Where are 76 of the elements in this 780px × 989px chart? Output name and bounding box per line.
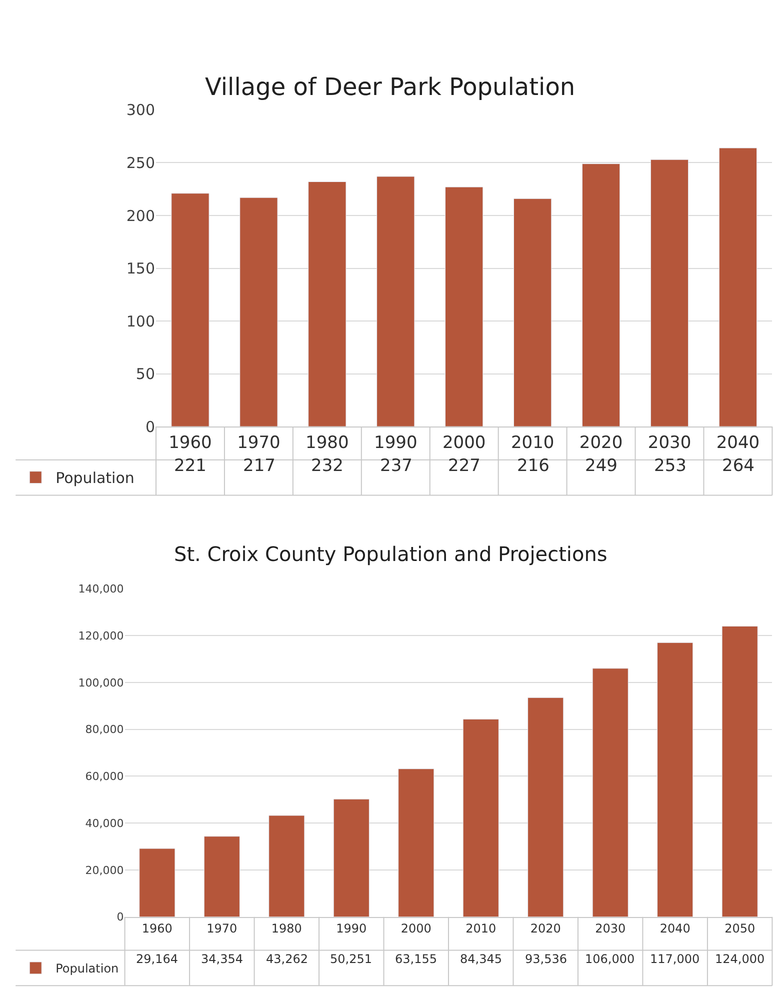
bar xyxy=(657,642,694,917)
data-label: 253 xyxy=(654,456,686,476)
data-label: 29,164 xyxy=(136,952,178,966)
y-tick-label: 200 xyxy=(126,206,155,225)
x-tick-label: 1990 xyxy=(336,921,367,936)
y-tick-label: 120,000 xyxy=(78,629,124,642)
bar xyxy=(308,181,346,427)
data-label: 43,262 xyxy=(266,952,308,966)
bar xyxy=(445,186,484,427)
data-label: 237 xyxy=(380,456,412,476)
x-tick-label: 2010 xyxy=(510,432,554,453)
bar xyxy=(268,815,305,917)
x-tick-label: 2000 xyxy=(400,921,432,936)
y-tick-label: 80,000 xyxy=(85,723,124,736)
data-label: 221 xyxy=(174,456,206,476)
x-tick-label: 2010 xyxy=(466,921,496,936)
x-tick-label: 1990 xyxy=(374,432,418,453)
bar xyxy=(171,193,210,427)
data-label: 216 xyxy=(517,456,550,476)
x-tick-label: 2040 xyxy=(660,921,690,936)
bar xyxy=(513,198,552,427)
bar xyxy=(650,159,689,427)
legend-label: Population xyxy=(56,469,134,488)
x-tick-label: 2030 xyxy=(648,432,692,453)
x-tick-label: 2030 xyxy=(595,921,626,936)
data-label: 93,536 xyxy=(525,952,567,966)
x-tick-label: 2040 xyxy=(716,432,760,453)
data-label: 264 xyxy=(722,456,754,476)
x-tick-label: 1980 xyxy=(271,921,302,936)
data-label: 249 xyxy=(585,456,618,476)
data-label: 217 xyxy=(243,456,276,476)
y-tick-label: 300 xyxy=(126,101,155,120)
x-tick-label: 1960 xyxy=(168,432,212,453)
bar xyxy=(718,148,758,427)
bar xyxy=(582,164,620,427)
x-tick-label: 2000 xyxy=(442,432,486,453)
y-tick-label: 100 xyxy=(126,312,155,330)
bar xyxy=(204,836,240,917)
bar xyxy=(333,798,370,917)
chart-title: St. Croix County Population and Projections xyxy=(174,542,608,566)
bar xyxy=(462,718,499,917)
bar xyxy=(398,768,434,917)
x-tick-label: 1970 xyxy=(206,921,238,936)
y-tick-label: 100,000 xyxy=(78,676,124,690)
data-label: 84,345 xyxy=(460,952,502,966)
data-label: 232 xyxy=(311,456,344,476)
y-tick-label: 60,000 xyxy=(85,770,124,784)
bar xyxy=(528,697,564,917)
bar xyxy=(139,848,176,917)
data-label: 124,000 xyxy=(715,952,765,966)
x-tick-label: 2050 xyxy=(724,921,756,936)
data-label: 34,354 xyxy=(201,952,243,966)
data-label: 117,000 xyxy=(650,952,700,966)
y-tick-label: 40,000 xyxy=(85,816,124,830)
x-tick-label: 1960 xyxy=(142,921,172,936)
y-tick-label: 20,000 xyxy=(85,864,124,877)
y-tick-label: 140,000 xyxy=(78,582,124,596)
bar xyxy=(240,197,278,427)
y-tick-label: 50 xyxy=(136,365,155,384)
x-tick-label: 2020 xyxy=(530,921,561,936)
bar xyxy=(592,668,628,917)
data-label: 106,000 xyxy=(585,952,635,966)
x-tick-label: 1970 xyxy=(237,432,280,453)
data-label: 63,155 xyxy=(395,952,437,966)
y-tick-label: 250 xyxy=(126,154,155,172)
x-tick-label: 1980 xyxy=(306,432,349,453)
bar xyxy=(722,626,758,917)
x-tick-label: 2020 xyxy=(579,432,623,453)
chart-title: Village of Deer Park Population xyxy=(205,73,576,101)
y-tick-label: 0 xyxy=(145,418,155,436)
data-label: 50,251 xyxy=(330,952,372,966)
y-tick-label: 0 xyxy=(116,910,124,924)
data-label: 227 xyxy=(448,456,480,476)
bar xyxy=(376,176,415,427)
y-tick-label: 150 xyxy=(126,260,155,278)
legend-label: Population xyxy=(56,962,119,976)
